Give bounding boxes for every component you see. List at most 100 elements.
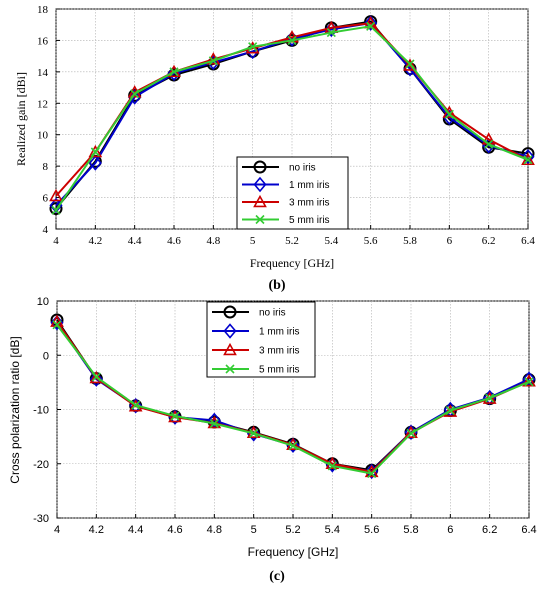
y-tick-label: 0 xyxy=(43,350,49,362)
chart-b: 4 4.2 4.4 4.6 4.8 5 5.2 5.4 5.6 5.8 6 6.2 6.4 4 6 8 10 12… xyxy=(14,4,535,293)
data-point xyxy=(524,377,534,387)
legend-label: 1 mm iris xyxy=(289,180,330,191)
legend-marker xyxy=(253,194,267,208)
x-tick-label: 5.8 xyxy=(403,524,418,536)
caption-c: (c) xyxy=(269,569,285,584)
x-tick-label: 4.8 xyxy=(207,524,222,536)
data-point xyxy=(89,371,103,387)
y-tick-label: 10 xyxy=(37,130,49,142)
x-tick-label: 6.4 xyxy=(521,524,536,536)
data-point xyxy=(327,461,337,471)
data-point xyxy=(88,144,103,158)
data-point xyxy=(50,314,64,331)
x-tick-label: 5.8 xyxy=(403,235,417,247)
y-tick-label: 6 xyxy=(43,193,49,205)
data-point xyxy=(445,406,455,416)
legend-label: no iris xyxy=(289,163,316,174)
x-tick-label: 6.2 xyxy=(482,235,496,247)
data-point xyxy=(248,42,258,52)
legend-marker xyxy=(253,160,267,174)
y-tick-label: 12 xyxy=(37,98,48,110)
ticks-c: 4 4.2 4.4 4.6 4.8 5 5.2 5.4 5.6 5.8 6 6.2 6.4 -30 -20 -… xyxy=(33,296,537,536)
series-5-mm-iris xyxy=(52,320,534,479)
data-point xyxy=(366,21,376,31)
x-tick-label: 6 xyxy=(447,235,453,247)
y-tick-label: 8 xyxy=(43,161,49,173)
x-tick-label: 4.6 xyxy=(167,524,182,536)
x-tick-label: 4.2 xyxy=(89,524,104,536)
y-tick-label: 10 xyxy=(37,296,49,308)
x-tick-label: 5 xyxy=(250,235,256,247)
legend-marker xyxy=(225,364,235,374)
data-point xyxy=(249,428,259,438)
data-point xyxy=(444,109,454,119)
y-tick-label: 14 xyxy=(37,67,49,79)
x-axis-label-b: Frequency [GHz] xyxy=(250,256,334,270)
x-tick-label: 6.4 xyxy=(521,235,535,247)
data-point xyxy=(49,202,63,216)
legend-marker xyxy=(223,323,237,339)
data-point xyxy=(169,67,179,77)
data-point xyxy=(405,59,415,69)
x-tick-label: 6 xyxy=(447,524,453,536)
data-point xyxy=(170,411,180,421)
x-tick-label: 4 xyxy=(54,524,60,536)
legend-label: no iris xyxy=(259,308,286,319)
y-axis-label-c: Cross polarization ratio [dB] xyxy=(8,336,22,483)
data-point xyxy=(49,188,63,202)
x-tick-label: 4.4 xyxy=(128,235,142,247)
data-point xyxy=(131,400,141,410)
x-tick-label: 5.2 xyxy=(285,235,299,247)
legend-label: 5 mm iris xyxy=(259,365,300,376)
x-tick-label: 4 xyxy=(53,235,59,247)
legend-b: no iris 1 mm iris 3 mm iris 5 mm iris xyxy=(236,156,349,230)
data-point xyxy=(88,155,102,171)
legend-marker xyxy=(223,305,237,319)
x-tick-label: 5.6 xyxy=(364,524,379,536)
legend-label: 1 mm iris xyxy=(259,327,300,338)
x-tick-label: 5.4 xyxy=(324,235,338,247)
y-tick-label: -10 xyxy=(33,405,49,417)
x-tick-label: 5 xyxy=(251,524,257,536)
data-point xyxy=(209,419,219,429)
y-tick-label: -30 xyxy=(33,513,49,525)
data-point xyxy=(485,393,495,403)
data-point xyxy=(523,155,533,165)
legend-label: 3 mm iris xyxy=(259,346,300,357)
chart-c: 4 4.2 4.4 4.6 4.8 5 5.2 5.4 5.6 5.8 6 6.2 6.4 -30 -20 -… xyxy=(8,296,537,584)
data-point xyxy=(522,374,536,387)
x-tick-label: 5.6 xyxy=(364,235,378,247)
x-tick-label: 6.2 xyxy=(482,524,497,536)
data-point xyxy=(89,370,104,384)
data-point xyxy=(52,320,62,330)
series-b xyxy=(49,15,535,216)
legend-marker xyxy=(223,342,237,356)
data-point xyxy=(288,441,298,451)
data-point xyxy=(90,147,100,157)
ticks-b: 4 4.2 4.4 4.6 4.8 5 5.2 5.4 5.6 5.8 6 6.2 6.4 4 6 8 10 12… xyxy=(37,4,535,247)
legend-marker xyxy=(255,214,265,225)
x-tick-label: 4.4 xyxy=(128,524,143,536)
y-tick-label: -20 xyxy=(33,459,49,471)
x-tick-label: 4.2 xyxy=(88,235,102,247)
data-point xyxy=(484,139,494,149)
data-point xyxy=(91,372,101,382)
y-tick-label: 18 xyxy=(37,4,49,16)
data-point xyxy=(403,58,417,71)
data-point xyxy=(51,205,61,215)
y-axis-label-b: Realized gain [dBi] xyxy=(14,72,28,166)
data-point xyxy=(521,148,535,165)
data-point xyxy=(367,468,377,479)
x-tick-label: 5.2 xyxy=(285,524,300,536)
data-point xyxy=(130,89,140,99)
x-axis-label-c: Frequency [GHz] xyxy=(248,545,339,559)
data-point xyxy=(208,56,218,66)
data-point xyxy=(287,35,297,45)
legend-label: 5 mm iris xyxy=(289,215,330,226)
caption-b: (b) xyxy=(268,278,285,293)
legend-label: 3 mm iris xyxy=(289,198,330,209)
y-tick-label: 4 xyxy=(43,224,49,236)
legend-marker xyxy=(253,176,267,193)
series-c xyxy=(50,313,536,480)
